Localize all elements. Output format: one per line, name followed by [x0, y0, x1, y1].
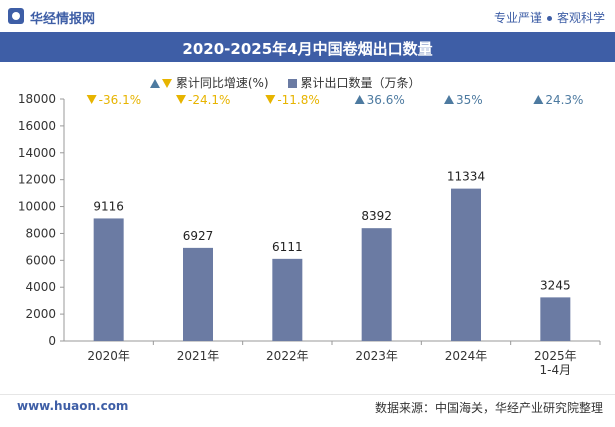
footer-divider: [0, 394, 615, 395]
bar-value-label: 3245: [540, 278, 571, 292]
x-tick-label: 2021年: [177, 349, 220, 363]
x-tick-label: 2020年: [87, 349, 130, 363]
growth-label: -36.1%: [99, 93, 141, 107]
square-swatch-icon: [288, 79, 298, 88]
bar: [451, 188, 481, 341]
y-tick-label: 2000: [25, 307, 56, 321]
growth-up-marker: [533, 95, 544, 104]
growth-label: -24.1%: [188, 93, 230, 107]
footer-site: www.huaon.com: [17, 399, 129, 413]
triangle-down-icon: [162, 79, 172, 88]
x-tick-label: 2025年: [534, 349, 577, 363]
legend-growth-label: 累计同比增速(%): [175, 76, 269, 90]
x-tick-label: 2023年: [355, 349, 398, 363]
bar-value-label: 6927: [183, 229, 214, 243]
bar: [540, 297, 571, 341]
y-tick-label: 10000: [18, 200, 56, 214]
chart-title: 2020-2025年4月中国卷烟出口数量: [182, 40, 433, 58]
y-tick-label: 12000: [18, 173, 56, 187]
legend-volume-label: 累计出口数量（万条）: [300, 76, 421, 90]
y-tick-label: 18000: [18, 92, 56, 106]
triangle-up-icon: [150, 79, 160, 88]
growth-label: 35%: [456, 93, 483, 107]
bar-value-label: 6111: [272, 240, 303, 254]
y-tick-label: 16000: [18, 119, 56, 133]
title-bar: [0, 32, 615, 62]
growth-down-marker: [176, 95, 186, 104]
y-tick-label: 8000: [25, 226, 56, 240]
brand-logo-icon: [8, 8, 24, 24]
growth-up-marker: [444, 95, 454, 104]
bar: [183, 247, 213, 341]
x-tick-label: 2022年: [266, 349, 309, 363]
growth-up-marker: [354, 95, 365, 104]
growth-label: -11.8%: [277, 93, 319, 107]
growth-down-marker: [265, 95, 276, 104]
bar: [93, 218, 124, 341]
y-tick-label: 4000: [25, 280, 56, 294]
legend-volume: 累计出口数量（万条）: [288, 74, 420, 91]
brand-name: 华经情报网: [30, 12, 96, 27]
bar-value-label: 11334: [447, 170, 485, 184]
y-tick-label: 0: [48, 334, 56, 348]
slogan-a: 专业严谨: [493, 11, 542, 25]
y-tick-label: 6000: [25, 253, 56, 267]
slogan-b: 客观科学: [556, 11, 605, 25]
slogan: 专业严谨 客观科学: [494, 9, 605, 26]
bar-value-label: 8392: [361, 209, 392, 223]
growth-down-marker: [86, 95, 97, 104]
y-tick-label: 14000: [18, 146, 56, 160]
footer-source: 数据来源：中国海关，华经产业研究院整理: [374, 401, 603, 415]
bar: [361, 228, 392, 341]
chart-legend: 累计同比增速(%) 累计出口数量（万条）: [150, 74, 436, 91]
top-bar: 华经情报网 专业严谨 客观科学: [0, 0, 615, 32]
x-tick-label: 1-4月: [540, 363, 572, 377]
growth-label: 36.6%: [367, 93, 405, 107]
bar: [272, 258, 303, 341]
bar-value-label: 9116: [93, 199, 124, 213]
dot-icon: [546, 16, 552, 21]
x-tick-label: 2024年: [445, 349, 488, 363]
legend-growth: 累计同比增速(%): [150, 74, 269, 91]
growth-label: 24.3%: [545, 93, 583, 107]
